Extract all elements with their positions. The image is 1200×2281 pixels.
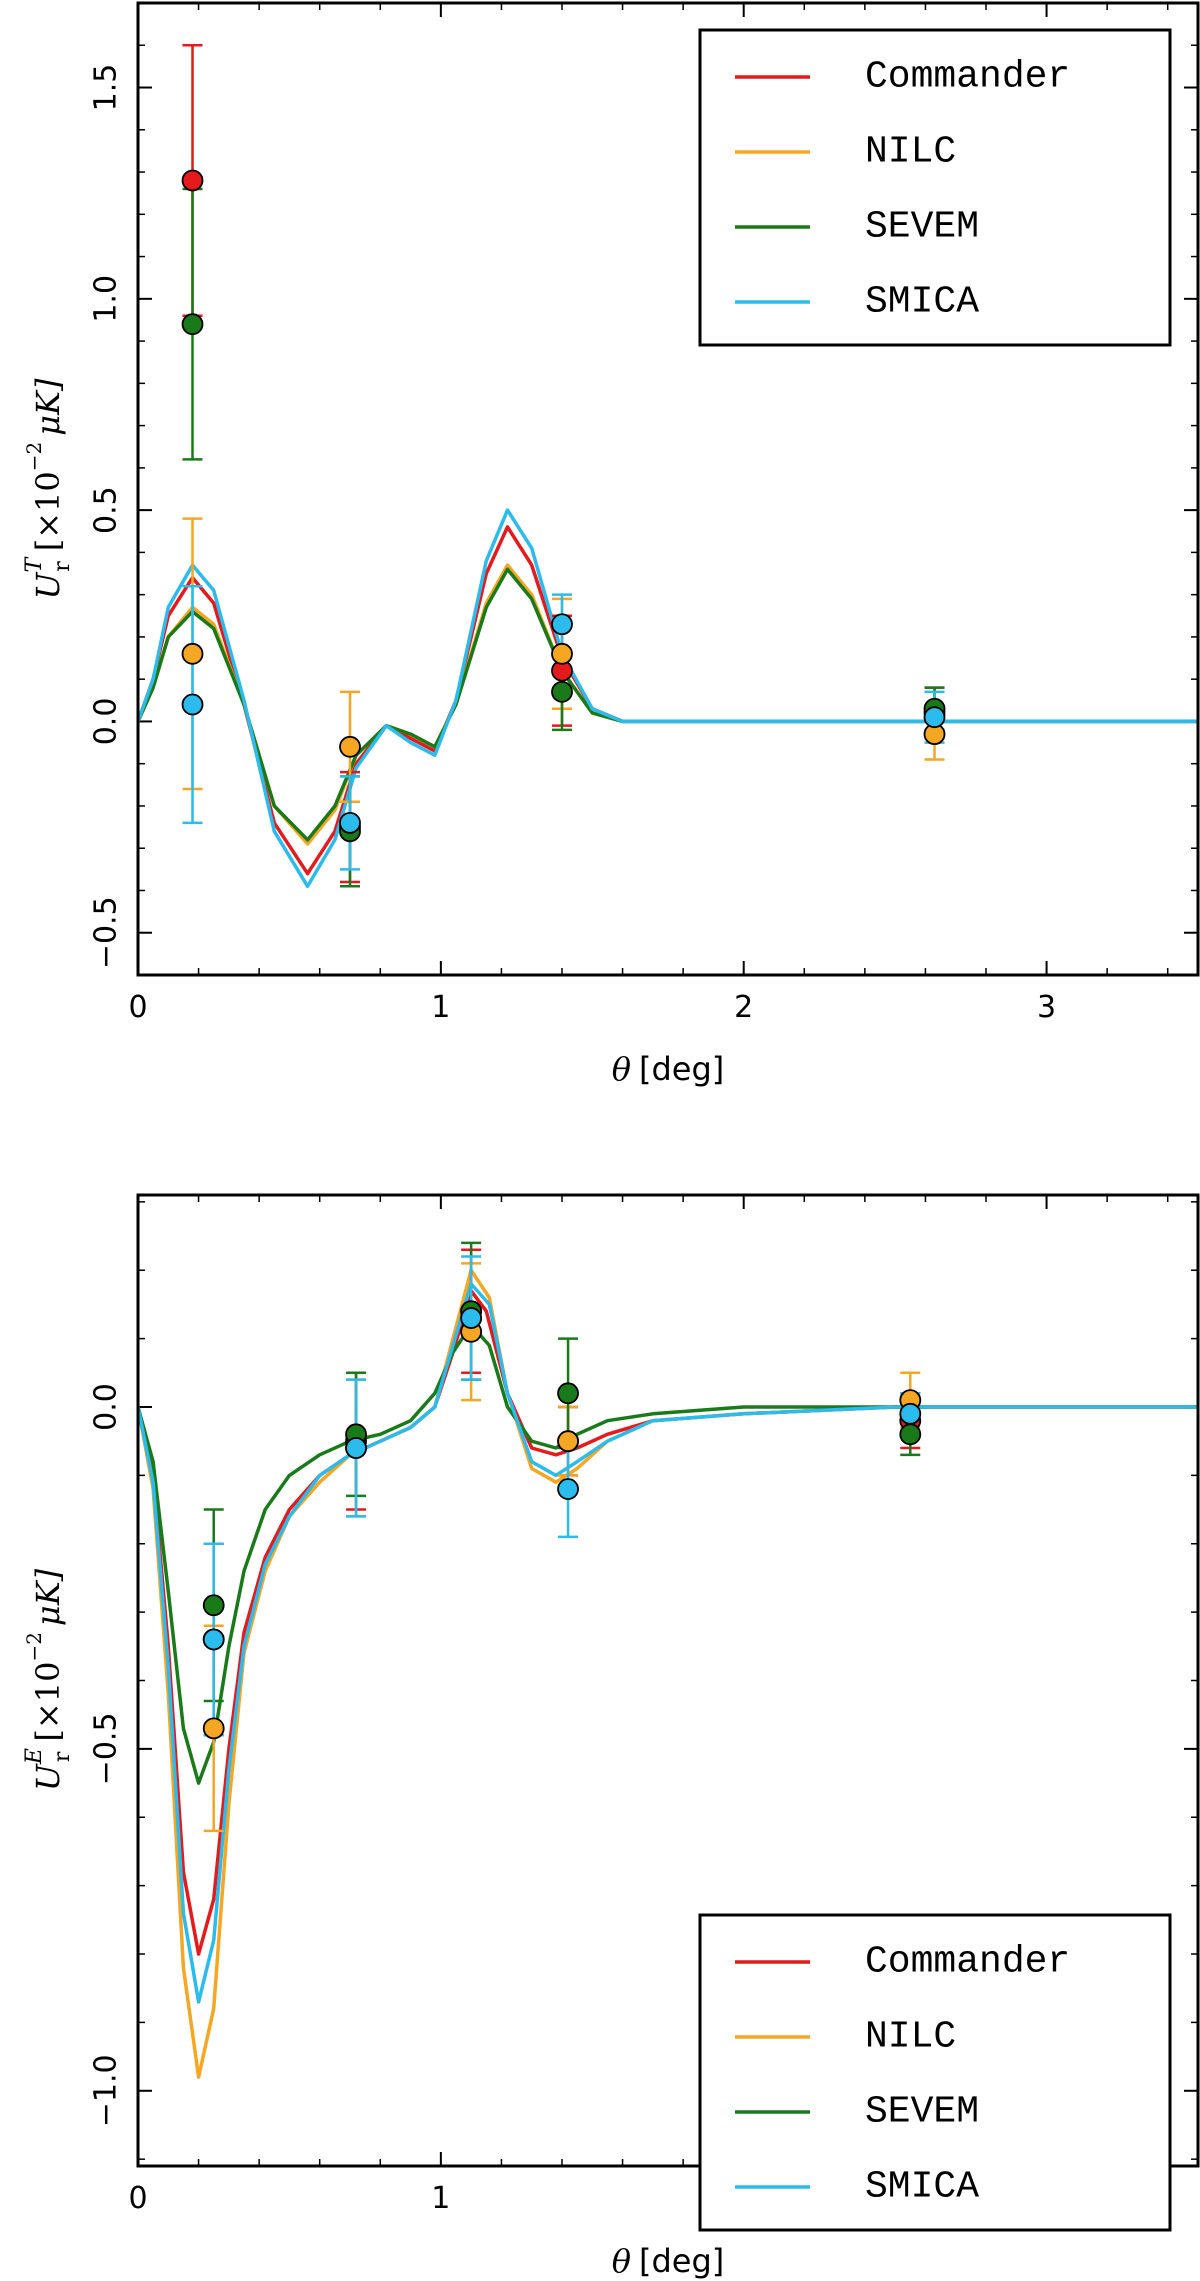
series-line-nilc <box>138 563 1198 846</box>
plot-frame <box>136 1 1200 977</box>
data-point-smica <box>551 613 573 636</box>
y-tick-label: 0.0 <box>89 1383 124 1431</box>
data-points <box>202 1241 922 1833</box>
x-tick-label: 2 <box>734 990 753 1025</box>
data-point-commander <box>181 169 204 192</box>
x-tick-label: 0 <box>128 2181 147 2216</box>
legend-label-sevem: SEVEM <box>865 206 979 249</box>
x-tick-label: 0 <box>128 990 147 1025</box>
y-tick-label: −1.0 <box>89 2054 124 2127</box>
series-line-smica <box>138 1282 1198 2004</box>
x-tick-label: 3 <box>1037 990 1056 1025</box>
y-tick-label: 0.5 <box>89 486 124 534</box>
chart-panel-2: 0123−1.0−0.50.0CommanderNILCSEVEMSMICAθ[… <box>22 1193 1200 2280</box>
data-point-nilc <box>339 735 361 758</box>
data-point-smica <box>339 811 361 834</box>
x-axis-label: θ [deg] <box>612 2242 725 2280</box>
curves <box>138 508 1198 889</box>
data-point-nilc <box>551 642 573 665</box>
data-point-nilc <box>202 1717 225 1740</box>
y-axis-label: UT r[×10−2μK] <box>22 378 75 599</box>
legend-label-nilc: NILC <box>865 131 956 174</box>
plot-frame <box>136 1193 1200 2168</box>
x-axis-label: θ [deg] <box>612 1050 725 1088</box>
data-point-smica <box>181 693 204 716</box>
legend-box <box>698 1913 1172 2232</box>
chart-panel-1: 0 1 2 3 −0.5 0.0 0.5 1.0 1.5 Commander NILC SEVEM SM… <box>22 1 1200 1088</box>
data-point-sevem <box>557 1382 579 1405</box>
legend-label-nilc: NILC <box>865 2016 956 2059</box>
legend-box <box>698 28 1172 347</box>
legend-label-smica: SMICA <box>865 2166 979 2209</box>
legend: Commander NILC SEVEM SMICA <box>698 1913 1172 2232</box>
data-point-smica <box>460 1307 483 1329</box>
legend: Commander NILC SEVEM SMICA <box>698 28 1172 347</box>
y-tick-label: 1.5 <box>89 64 124 112</box>
legend-label-commander: Commander <box>865 1941 1070 1984</box>
data-point-smica <box>923 706 946 729</box>
data-point-sevem <box>899 1423 922 1446</box>
series-line-smica <box>138 508 1198 889</box>
data-point-smica <box>557 1478 579 1500</box>
y-tick-label: −0.5 <box>89 896 124 969</box>
y-axis-label: UE r[×10−2μK] <box>22 1568 75 1791</box>
series-line-sevem <box>138 1323 1198 1785</box>
x-tick-label: 1 <box>431 2181 450 2216</box>
legend-label-commander: Commander <box>865 56 1070 99</box>
legend-label-smica: SMICA <box>865 281 979 324</box>
series-line-commander <box>138 525 1198 876</box>
y-tick-label: 1.0 <box>89 275 124 323</box>
data-point-sevem <box>202 1594 225 1617</box>
y-tick-label: −0.5 <box>89 1712 124 1785</box>
data-point-nilc <box>557 1430 579 1453</box>
data-points <box>181 44 946 888</box>
series-line-commander <box>138 1288 1198 1956</box>
data-point-sevem <box>551 680 573 703</box>
y-tick-label: 0.0 <box>89 698 124 746</box>
series-line-sevem <box>138 567 1198 842</box>
data-point-nilc <box>181 642 204 665</box>
x-tick-label: 1 <box>431 990 450 1025</box>
data-point-smica <box>345 1437 367 1459</box>
data-point-sevem <box>181 313 204 336</box>
legend-label-sevem: SEVEM <box>865 2091 979 2134</box>
data-point-smica <box>202 1628 225 1651</box>
data-point-smica <box>899 1402 922 1425</box>
